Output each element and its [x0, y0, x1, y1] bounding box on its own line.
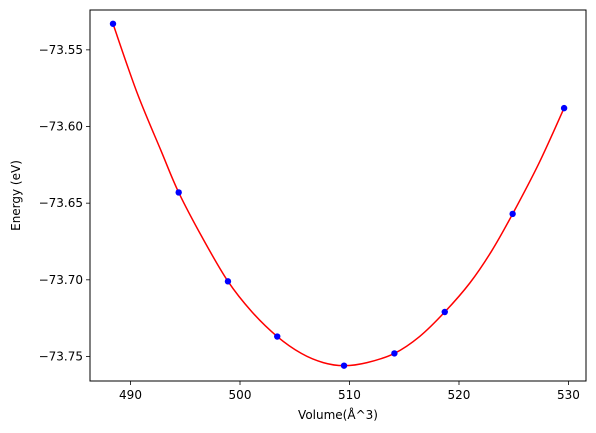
- data-point: [224, 278, 232, 285]
- y-tick-label: −73.70: [39, 273, 83, 287]
- y-tick-label: −73.75: [39, 349, 83, 363]
- data-point: [560, 104, 568, 112]
- y-tick-label: −73.65: [39, 196, 83, 210]
- x-tick-label: 510: [338, 388, 361, 402]
- x-axis-title: Volume(Å^3): [298, 407, 378, 422]
- y-axis-ticks: −73.55 −73.60 −73.65 −73.70 −73.75: [39, 43, 90, 363]
- data-point: [391, 350, 398, 357]
- x-tick-label: 490: [119, 388, 142, 402]
- data-points-layer: [109, 20, 568, 369]
- x-axis-ticks: 490 500 510 520 530: [119, 381, 580, 402]
- x-tick-label: 500: [229, 388, 252, 402]
- plot-frame: [89, 9, 587, 382]
- data-point: [274, 333, 281, 340]
- y-tick-label: −73.60: [39, 120, 83, 134]
- y-axis-title: Energy (eV): [9, 160, 23, 231]
- y-tick-label: −73.55: [39, 43, 83, 57]
- data-point: [441, 308, 448, 316]
- data-point: [109, 20, 117, 27]
- data-point: [340, 362, 348, 369]
- plot-area: [109, 20, 568, 369]
- x-tick-label: 520: [448, 388, 471, 402]
- x-tick-label: 530: [557, 388, 580, 402]
- data-point: [509, 210, 516, 218]
- data-point: [175, 189, 182, 196]
